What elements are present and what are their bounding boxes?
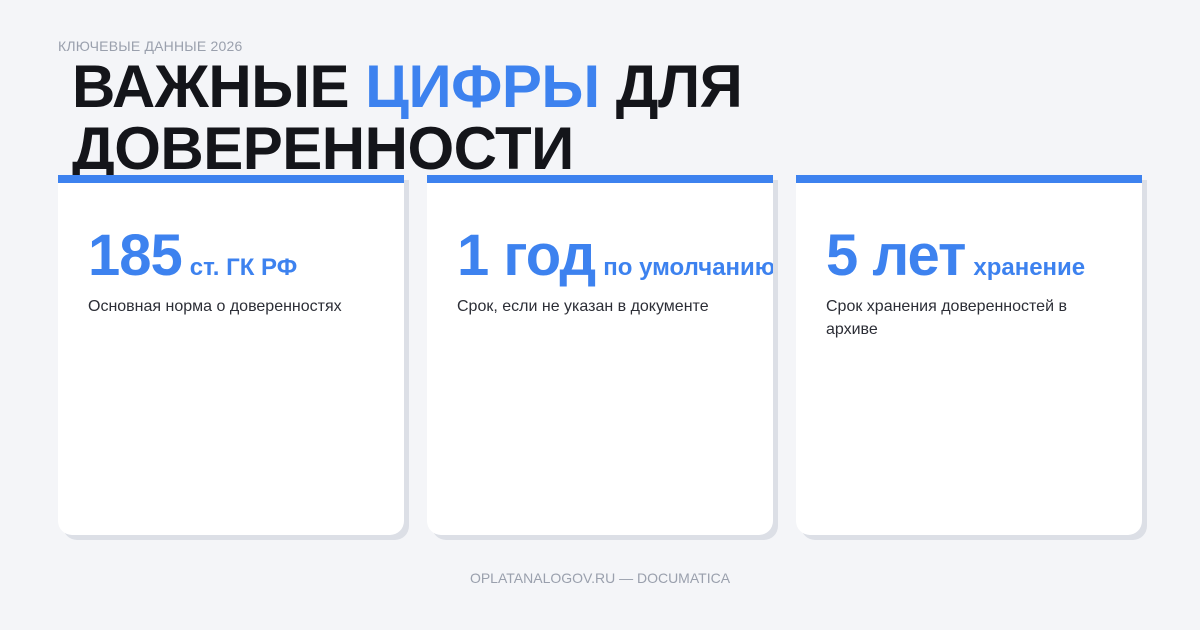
title-text: ВАЖНЫЕ [72, 53, 350, 120]
stat-card: 185 ст. ГК РФ Основная норма о доверенност… [58, 175, 404, 535]
title-highlight: ЦИФРЫ [365, 53, 600, 120]
stat-number: 185 [88, 223, 183, 288]
footer: OPLATANALOGOV.RU — DOCUMATICA [469, 570, 731, 586]
stat-headline: 5 лет хранение [826, 225, 1112, 287]
stat-number: 5 лет [826, 223, 966, 288]
stat-description: Срок, если не указан в документе [457, 298, 709, 315]
stat-headline: 185 ст. ГК РФ [88, 225, 374, 287]
stat-unit: ст. ГК РФ [189, 254, 298, 281]
stat-description: Основная норма о доверенностях [88, 298, 342, 315]
stat-description: Срок хранения доверенностей в архиве [826, 298, 1067, 338]
stat-card: 5 лет хранение Срок хранения доверенностей… [796, 175, 1142, 535]
title: ВАЖНЫЕ ЦИФРЫ ДЛЯ ДОВЕРЕННОСТИ [72, 56, 792, 180]
stat-number: 1 год [457, 223, 596, 288]
title-text: ДЛЯ ДОВЕРЕННОСТИ [72, 53, 743, 182]
stat-unit: хранение [973, 254, 1086, 281]
eyebrow: КЛЮЧЕВЫЕ ДАННЫЕ 2026 [58, 38, 243, 54]
stat-card: 1 год по умолчанию Срок, если не указан в … [427, 175, 773, 535]
stat-headline: 1 год по умолчанию [457, 223, 773, 288]
cards: 185 ст. ГК РФ Основная норма о доверенност… [58, 175, 1142, 535]
stat-unit: по умолчанию [603, 254, 773, 281]
